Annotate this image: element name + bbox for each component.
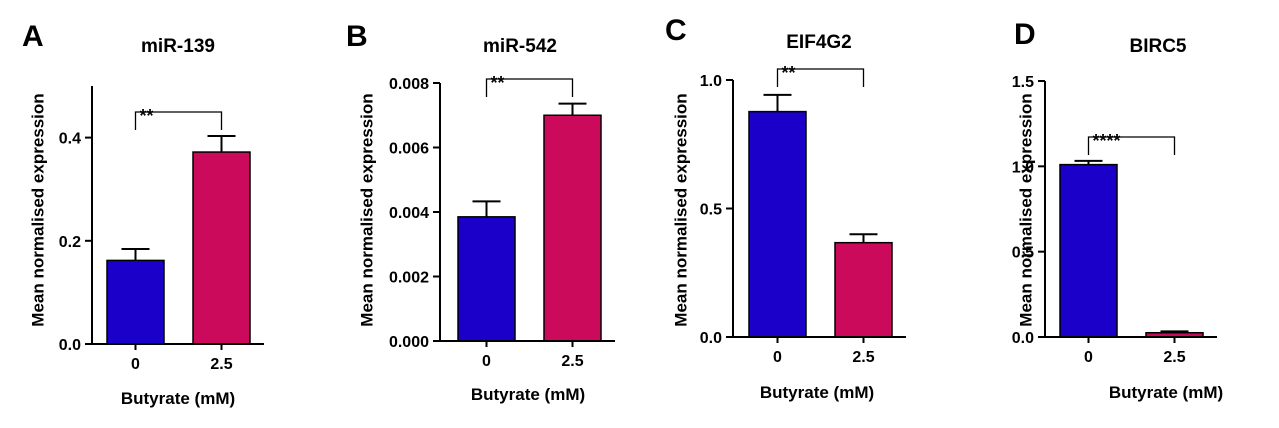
significance-bracket: [1087, 136, 1176, 155]
panel-b: B miR-542 Mean normalised expression But…: [322, 0, 642, 428]
y-tick-label: 0.000: [389, 334, 429, 351]
bar-chart: 0.0 0.5 1.0 0 2.5 **: [700, 63, 906, 366]
chart-title: miR-542: [483, 36, 557, 57]
panel-letter: B: [346, 20, 368, 53]
x-axis-label: Butyrate (mM): [759, 383, 875, 402]
significance-label: **: [782, 63, 796, 83]
y-tick-label: 0.5: [700, 202, 722, 219]
x-axis-label: Butyrate (mM): [120, 389, 236, 408]
y-tick-label: 1.0: [700, 73, 722, 90]
y-tick-label: 0.5: [1012, 245, 1034, 262]
bar-0: [106, 259, 165, 345]
chart-title: BIRC5: [1129, 36, 1187, 57]
panel-letter: C: [665, 14, 687, 47]
y-tick-label: 0.2: [59, 234, 81, 251]
y-tick-label: 0.004: [389, 205, 429, 222]
x-tick-label: 0: [482, 353, 491, 370]
x-tick-label: 0: [1084, 349, 1093, 366]
y-tick-label: 0.002: [389, 270, 429, 287]
bar-0: [1059, 163, 1118, 338]
significance-label: **: [491, 73, 505, 93]
bar-0: [748, 110, 807, 338]
x-tick-label: 2.5: [852, 349, 874, 366]
y-tick-label: 1.5: [1012, 74, 1034, 91]
bar-chart: 0.0 0.2 0.4 0 2.5 **: [59, 86, 264, 373]
x-tick-label: 0: [131, 356, 140, 373]
x-tick-label: 0: [773, 349, 782, 366]
panel-c: C EIF4G2 Mean normalised expression Buty…: [641, 0, 961, 428]
panel-d: D BIRC5 Mean normalised expression Butyr…: [960, 0, 1279, 428]
y-tick-label: 1.0: [1012, 159, 1034, 176]
bar-chart: 0.0 0.5 1.0 1.5 0 2.5 ****: [1012, 74, 1217, 366]
y-tick-label: 0.0: [1012, 330, 1034, 347]
panel-letter: A: [22, 20, 44, 53]
x-tick-label: 2.5: [561, 353, 583, 370]
y-tick-label: 0.008: [389, 76, 429, 93]
bar-chart: 0.000 0.002 0.004 0.006 0.008 0 2.5 **: [389, 73, 615, 370]
x-axis-label: Butyrate (mM): [470, 385, 586, 404]
bar-0: [457, 216, 516, 342]
y-tick-label: 0.4: [59, 131, 81, 148]
significance-bracket: [134, 111, 223, 130]
panel-a: A miR-139 Mean normalised expression But…: [0, 0, 320, 428]
chart-title: miR-139: [141, 36, 215, 57]
significance-bracket: [776, 68, 865, 87]
significance-label: ****: [1093, 131, 1121, 151]
panel-letter: D: [1014, 18, 1036, 51]
y-tick-label: 0.0: [59, 337, 81, 354]
y-tick-label: 0.006: [389, 141, 429, 158]
significance-label: **: [140, 106, 154, 126]
x-axis-label: Butyrate (mM): [1108, 383, 1224, 402]
y-tick-label: 0.0: [700, 330, 722, 347]
x-tick-label: 2.5: [210, 356, 232, 373]
chart-title: EIF4G2: [786, 32, 852, 53]
significance-bracket: [485, 78, 574, 97]
bar-2.5: [192, 151, 251, 345]
bar-2.5: [543, 114, 602, 342]
x-tick-label: 2.5: [1163, 349, 1185, 366]
bar-2.5: [834, 241, 893, 338]
